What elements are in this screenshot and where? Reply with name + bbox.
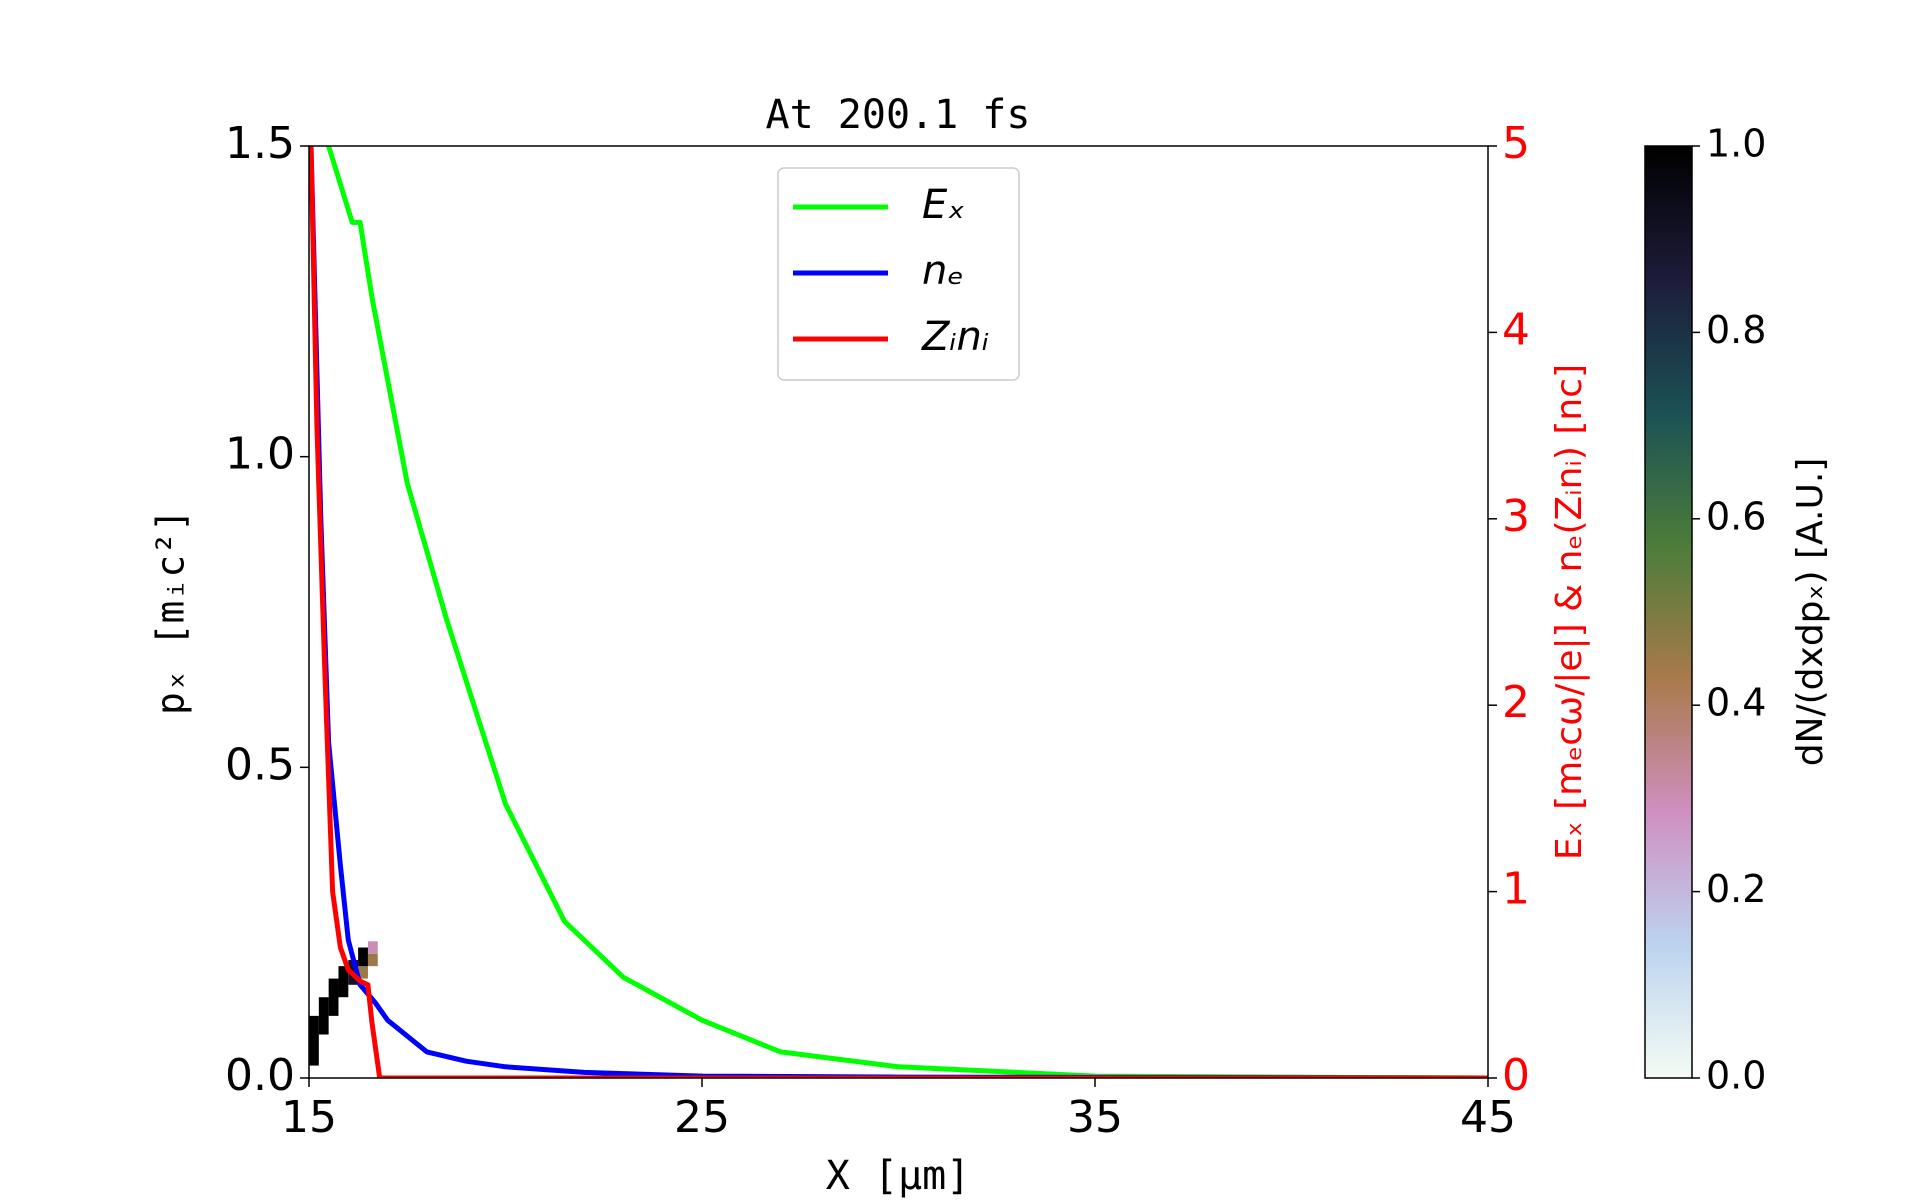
y-axis-label: pₓ [mᵢc²] xyxy=(149,509,193,715)
y2-tick-label: 2 xyxy=(1502,677,1530,728)
heatmap-cell xyxy=(328,978,339,1016)
legend-label: Eₓ xyxy=(922,182,965,228)
heatmap-cell xyxy=(338,966,349,998)
x-tick-label: 15 xyxy=(281,1092,337,1143)
y-tick-label: 0.5 xyxy=(225,739,295,790)
heatmap-cell xyxy=(318,997,329,1035)
colorbar-tick-label: 1.0 xyxy=(1706,122,1766,166)
colorbar-tick-label: 0.2 xyxy=(1706,867,1766,911)
legend-box xyxy=(777,167,1020,381)
heatmap-cell xyxy=(367,953,378,967)
legend-label: Zᵢnᵢ xyxy=(921,314,989,360)
colorbar xyxy=(1644,145,1693,1079)
series-line xyxy=(309,146,1488,1078)
y2-axis-label: Eₓ [mₑcω/|e|] & nₑ(Zᵢnᵢ) [nc] xyxy=(1549,364,1590,860)
heatmap-cell xyxy=(309,1015,319,1066)
y2-tick-label: 1 xyxy=(1502,864,1530,915)
heatmap-cell xyxy=(358,966,368,979)
x-tick-label: 45 xyxy=(1460,1092,1516,1143)
chart-title: At 200.1 fs xyxy=(766,92,1031,138)
x-tick-label: 35 xyxy=(1067,1092,1123,1143)
colorbar-label: dN/(dxdpₓ) [A.U.] xyxy=(1790,458,1831,767)
legend: Eₓ nₑ Zᵢnᵢ xyxy=(777,167,1020,381)
colorbar-tick-label: 0.0 xyxy=(1706,1054,1766,1098)
heatmap-cell xyxy=(358,947,368,967)
heatmap-cell xyxy=(367,941,378,954)
y-tick-label: 1.5 xyxy=(225,118,295,169)
y-tick-label: 0.0 xyxy=(225,1050,295,1101)
plot-frame xyxy=(308,145,1489,1079)
series-line xyxy=(326,146,1488,1078)
y-tick-label: 1.0 xyxy=(225,429,295,480)
y2-tick-label: 4 xyxy=(1502,304,1530,355)
lines xyxy=(309,146,1488,1078)
x-tick-label: 25 xyxy=(674,1092,730,1143)
y2-tick-label: 0 xyxy=(1502,1050,1530,1101)
y2-tick-label: 3 xyxy=(1502,491,1530,542)
colorbar-tick-label: 0.8 xyxy=(1706,308,1766,352)
series-line xyxy=(309,146,1488,1078)
colorbar-tick-label: 0.6 xyxy=(1706,494,1766,538)
y2-tick-label: 5 xyxy=(1502,118,1530,169)
colorbar-tick-label: 0.4 xyxy=(1706,681,1766,725)
legend-label: nₑ xyxy=(922,248,964,294)
x-axis-label: X [μm] xyxy=(826,1153,971,1199)
